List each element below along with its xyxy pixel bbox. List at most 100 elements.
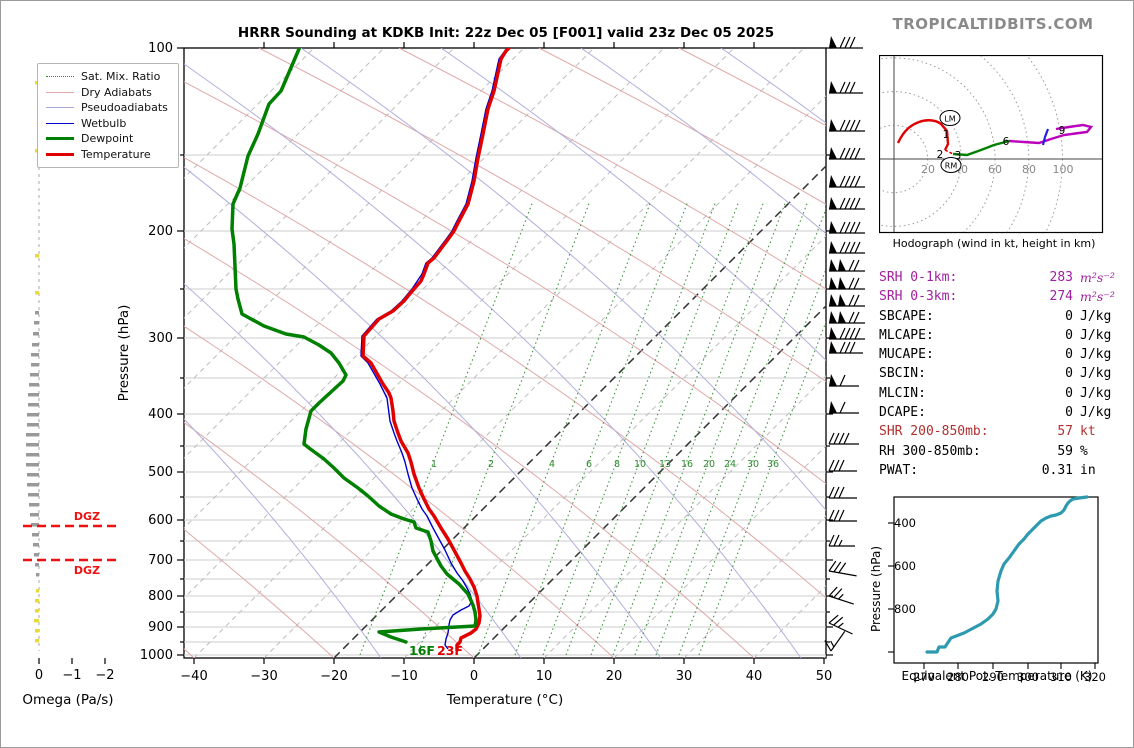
svg-text:900: 900 — [148, 620, 173, 635]
right-mover-label: RM — [945, 162, 958, 171]
legend-label: Dewpoint — [81, 132, 134, 145]
stat-unit: m²s⁻² — [1080, 270, 1115, 285]
svg-text:800: 800 — [148, 589, 173, 604]
thetae-x-axis-label: Equivalent Pot. Temperature (K) — [901, 669, 1093, 683]
stat-unit: J/kg — [1080, 385, 1112, 401]
svg-text:2: 2 — [488, 459, 494, 470]
svg-text:1: 1 — [431, 459, 437, 470]
stat-value: 0 — [1065, 385, 1073, 401]
surface-temp-label: 23F — [437, 643, 463, 658]
svg-text:280: 280 — [947, 670, 969, 684]
pressure-axis-label: Pressure (hPa) — [116, 305, 132, 402]
svg-text:−40: −40 — [180, 669, 207, 684]
stat-value: 0 — [1065, 405, 1073, 421]
hodograph: 20 40 60 80 100 1 2 3 6 9 LM RM — [879, 55, 1104, 234]
svg-text:6: 6 — [1003, 136, 1010, 148]
legend-item-dry-adiabats: Dry Adiabats — [46, 85, 170, 101]
svg-text:60: 60 — [988, 163, 1002, 176]
dgz-label-bottom: DGZ — [74, 564, 100, 577]
chart-title: HRRR Sounding at KDKB Init: 22z Dec 05 [… — [237, 25, 775, 41]
svg-text:20: 20 — [921, 163, 935, 176]
stat-row-shr: SHR 200-850mb: 57 kt — [879, 422, 1131, 441]
svg-text:40: 40 — [746, 669, 763, 684]
svg-text:−2: −2 — [95, 668, 114, 683]
omega-axis-label: Omega (Pa/s) — [22, 692, 113, 708]
stat-value: 0.31 — [1041, 462, 1073, 478]
hodograph-blue-segment — [1041, 128, 1050, 146]
stats-panel: SRH 0-1km: 283 m²s⁻² SRH 0-3km: 274 m²s⁻… — [879, 268, 1131, 480]
dewpoint-line-sample — [46, 137, 74, 141]
svg-text:320: 320 — [1084, 670, 1106, 684]
legend-item-dewpoint: Dewpoint — [46, 131, 170, 147]
hodograph-6-9km — [1008, 123, 1094, 145]
wetbulb-curve — [360, 48, 508, 650]
hodograph-0-1km — [896, 119, 950, 151]
legend-label: Dry Adiabats — [81, 85, 152, 99]
pseudoadiabats — [184, 48, 826, 658]
svg-text:310: 310 — [1050, 670, 1072, 684]
svg-text:290: 290 — [982, 670, 1004, 684]
stat-row-dcape: DCAPE: 0 J/kg — [879, 403, 1131, 422]
svg-text:50: 50 — [816, 669, 833, 684]
svg-text:−1: −1 — [62, 668, 81, 683]
stat-row-rh: RH 300-850mb: 59 % — [879, 442, 1131, 461]
temperature-curve — [361, 48, 511, 652]
svg-text:16: 16 — [681, 459, 693, 470]
stat-unit: J/kg — [1080, 366, 1112, 382]
hodograph-3-6km — [952, 139, 1010, 157]
svg-text:30: 30 — [747, 459, 759, 470]
stat-label: MUCAPE: — [879, 347, 934, 363]
svg-text:0: 0 — [470, 669, 478, 684]
hodograph-ring-labels: 20 40 60 80 100 — [921, 163, 1074, 176]
dry-adiabats-line-sample — [46, 91, 74, 93]
dry-adiabats — [184, 48, 826, 658]
stat-value: 59 — [1057, 443, 1073, 459]
svg-text:20: 20 — [606, 669, 623, 684]
svg-text:−20: −20 — [320, 669, 347, 684]
svg-text:30: 30 — [676, 669, 693, 684]
stat-unit: kt — [1080, 424, 1096, 440]
pressure-ticks-left — [177, 47, 184, 656]
stat-row-mucape: MUCAPE: 0 J/kg — [879, 345, 1131, 364]
svg-text:6: 6 — [586, 459, 592, 470]
wetbulb-line-sample — [46, 122, 74, 124]
legend-label: Temperature — [81, 147, 151, 161]
svg-text:1000: 1000 — [140, 648, 173, 663]
stat-unit: J/kg — [1080, 347, 1112, 363]
thetae-chart: 400 600 800 270 280 290 300 310 320 Pres… — [871, 495, 1106, 684]
stat-unit: m²s⁻² — [1080, 289, 1115, 305]
dgz-label-top: DGZ — [74, 510, 100, 523]
omega-panel: DGZ DGZ 0 −1 −2 Omega (Pa/s) — [22, 76, 121, 708]
temperature-axis-label: Temperature (°C) — [446, 692, 564, 708]
temperature-line-sample — [46, 152, 74, 156]
svg-text:500: 500 — [148, 465, 173, 480]
dewpoint-curve — [230, 48, 478, 644]
svg-text:20: 20 — [703, 459, 715, 470]
sat-mix-ratio-line-sample — [46, 76, 74, 78]
legend-label: Pseudoadiabats — [81, 101, 168, 114]
stat-unit: % — [1080, 443, 1088, 459]
stat-row-srh-0-1km: SRH 0-1km: 283 m²s⁻² — [879, 268, 1131, 287]
stat-label: DCAPE: — [879, 405, 926, 421]
hodograph-2-3km — [944, 149, 954, 155]
hodograph-height-labels: 1 2 3 6 9 — [937, 125, 1066, 162]
svg-text:100: 100 — [1053, 163, 1074, 176]
thetae-y-tick-labels: 400 600 800 — [894, 516, 916, 616]
pressure-gridlines — [184, 154, 826, 656]
omega-tick-labels: 0 −1 −2 — [35, 668, 115, 683]
legend-label: Sat. Mix. Ratio — [81, 70, 161, 83]
temp-tick-labels: −40 −30 −20 −10 0 10 20 30 40 50 — [180, 669, 832, 684]
thetae-border — [893, 496, 1099, 664]
stat-label: SBCIN: — [879, 366, 926, 382]
legend-item-pseudoadiabats: Pseudoadiabats — [46, 100, 170, 116]
stat-label: PWAT: — [879, 462, 919, 478]
svg-text:700: 700 — [148, 553, 173, 568]
stat-row-mlcin: MLCIN: 0 J/kg — [879, 384, 1131, 403]
svg-text:800: 800 — [894, 602, 916, 616]
stat-row-sbcape: SBCAPE: 0 J/kg — [879, 307, 1131, 326]
stat-value: 274 — [1049, 289, 1073, 305]
isotherms-bold — [333, 164, 826, 658]
stat-unit: in — [1080, 462, 1096, 478]
legend: Sat. Mix. Ratio Dry Adiabats Pseudoadiab… — [37, 63, 179, 168]
